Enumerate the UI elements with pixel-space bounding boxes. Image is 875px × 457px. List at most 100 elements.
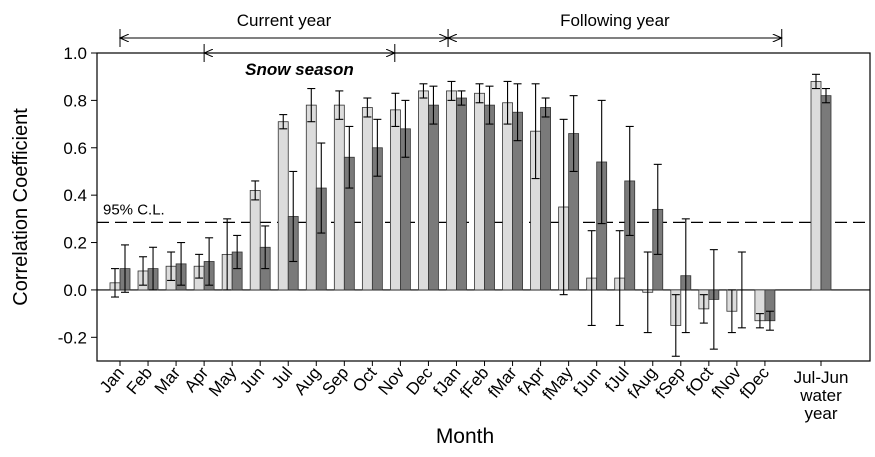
error-bar [709, 249, 718, 350]
x-tick-label: fMar [484, 363, 521, 402]
x-tick-label: fAug [624, 363, 661, 402]
bar [249, 190, 261, 291]
x-tick-label: May [205, 363, 241, 400]
error-bar [233, 234, 242, 270]
error-bar [812, 73, 820, 90]
y-tick-label: 0.8 [63, 91, 87, 110]
bar [474, 92, 485, 291]
error-bar [765, 310, 774, 331]
x-tick-label: Oct [349, 363, 381, 396]
error-bar [559, 118, 568, 296]
error-bar [289, 170, 298, 263]
error-bar [223, 218, 232, 291]
error-bar [475, 83, 484, 104]
error-bar [373, 118, 382, 177]
x-tick-label: fMay [538, 363, 577, 404]
x-tick-label: Jun [236, 363, 268, 396]
error-bar [755, 313, 764, 329]
bar [446, 90, 457, 291]
x-tick-label: Nov [374, 363, 408, 399]
x-tick-label: fNov [708, 363, 745, 402]
error-bar [671, 294, 680, 357]
bar [361, 107, 373, 291]
x-tick-label: fDec [736, 363, 773, 402]
bar [428, 104, 439, 291]
y-tick-label: 0.4 [63, 186, 87, 205]
error-bar [513, 83, 522, 142]
annotation-label: Snow season [245, 60, 354, 79]
error-bar [121, 244, 129, 293]
bar [820, 95, 832, 291]
error-bar [531, 83, 540, 180]
error-bar [139, 256, 148, 286]
error-bar [149, 246, 158, 291]
x-tick-label: Sep [318, 363, 352, 398]
error-bar [822, 87, 830, 104]
x-tick-label: Jul-Jun water year [793, 369, 849, 423]
error-bar [429, 85, 438, 125]
error-bar [261, 225, 270, 270]
error-bar [653, 163, 662, 255]
error-bar [317, 142, 326, 234]
error-bar [457, 90, 466, 106]
x-tick-label: fJan [429, 363, 464, 400]
error-bar [307, 87, 316, 123]
error-bar [345, 125, 354, 189]
y-tick-label: 1.0 [63, 44, 87, 63]
annotation-label: Following year [560, 11, 670, 30]
x-tick-label: Feb [123, 363, 156, 398]
reference-label: 95% C.L. [103, 201, 165, 218]
y-tick-label: 0.0 [63, 281, 87, 300]
error-bar [401, 99, 410, 158]
error-bar [111, 268, 119, 298]
error-bar [167, 251, 176, 281]
x-tick-label: Dec [403, 363, 437, 399]
error-bar [699, 294, 708, 324]
plot-frame [96, 52, 871, 362]
error-bar [335, 90, 344, 120]
error-bar [419, 83, 428, 99]
bar [277, 121, 289, 291]
error-bar [205, 237, 214, 286]
y-tick-label: 0.6 [63, 139, 87, 158]
error-bar [447, 80, 456, 101]
bar [389, 109, 401, 291]
x-tick-label: fJun [570, 363, 605, 400]
annotation-label: Current year [237, 11, 332, 30]
x-tick-label: fFeb [456, 363, 492, 401]
x-tick-label: Jan [96, 363, 128, 396]
error-bar [363, 97, 372, 118]
error-bar [279, 114, 288, 130]
x-tick-label-box: Jul-Jun water year [793, 369, 849, 423]
error-bar [177, 241, 186, 286]
error-bar [727, 289, 736, 334]
error-bar [569, 95, 578, 173]
bar [333, 104, 345, 291]
bar [305, 104, 317, 291]
bar [418, 90, 429, 291]
error-bar [615, 230, 624, 327]
error-bar [541, 97, 550, 118]
bar [540, 107, 551, 291]
error-bar [737, 251, 746, 329]
error-bar [391, 92, 400, 127]
y-tick-label: 0.2 [63, 234, 87, 253]
error-bar [597, 99, 606, 225]
x-tick-label: fSep [652, 363, 689, 402]
error-bar [625, 125, 634, 236]
error-bar [195, 253, 204, 279]
error-bar [485, 85, 494, 125]
x-tick-label: Aug [290, 363, 324, 398]
y-tick-label: -0.2 [58, 328, 87, 347]
bar [810, 81, 822, 291]
bar [456, 97, 467, 291]
bar [484, 104, 495, 291]
y-axis-label: Correlation Coefficient [10, 108, 32, 306]
x-tick-label: Mar [151, 363, 185, 398]
error-bar [503, 80, 512, 125]
error-bar [251, 180, 260, 201]
x-axis-label: Month [436, 425, 494, 448]
error-bar [587, 230, 596, 327]
error-bar [681, 218, 690, 334]
